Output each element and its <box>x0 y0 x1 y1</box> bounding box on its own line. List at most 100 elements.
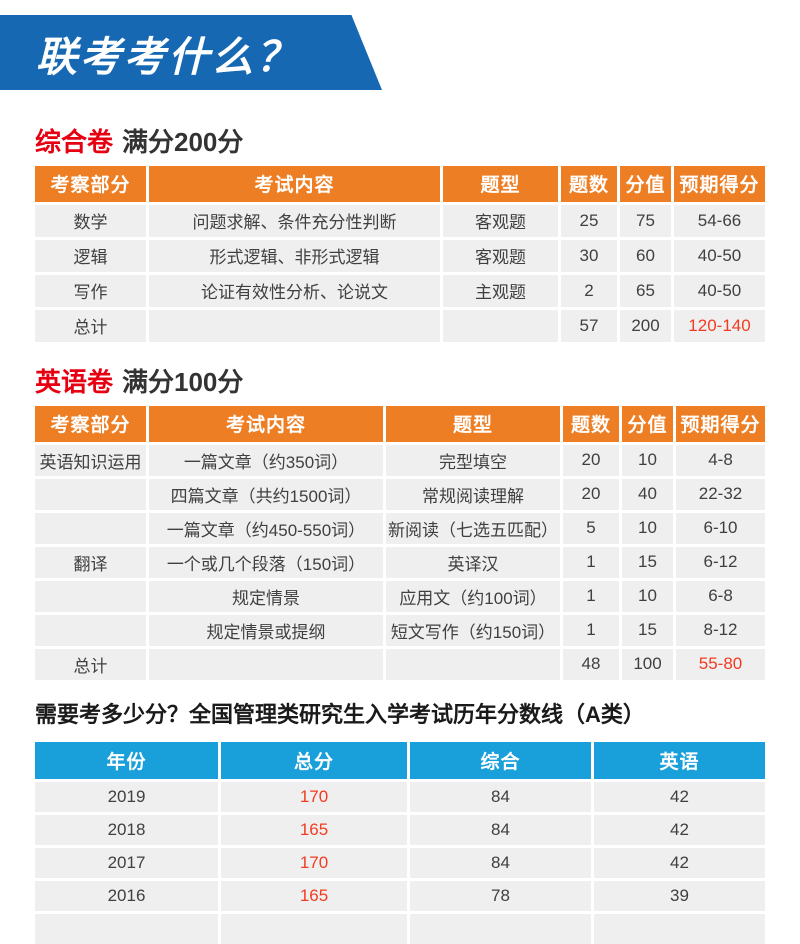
table-cell: 75 <box>620 204 671 237</box>
table-cell: 8-12 <box>676 614 765 646</box>
table-cell <box>35 614 146 646</box>
table-cell <box>35 478 146 510</box>
table-cell: 10 <box>622 580 673 612</box>
section-title-full-score: 满分100分 <box>122 366 244 397</box>
table-cell <box>35 512 146 544</box>
table-cell: 10 <box>622 512 673 544</box>
table-cell: 165 <box>221 815 407 846</box>
table-cell: 2 <box>561 274 617 307</box>
table-cell: 22-32 <box>676 478 765 510</box>
table-cell: 20 <box>563 444 619 476</box>
table-cell: 39 <box>594 881 765 912</box>
table-cell: 65 <box>620 274 671 307</box>
column-header: 分值 <box>622 405 673 442</box>
table-cell: 应用文（约100词） <box>386 580 560 612</box>
score-lines-title: 需要考多少分？全国管理类研究生入学考试历年分数线（A类） <box>35 701 645 727</box>
table-cell: 54-66 <box>674 204 765 237</box>
table-cell: 57 <box>561 309 617 342</box>
table-cell: 完型填空 <box>386 444 560 476</box>
table-cell: 1 <box>563 614 619 646</box>
table-cell: 四篇文章（共约1500词） <box>149 478 383 510</box>
table-cell: 42 <box>594 782 765 813</box>
page-title: 联考考什么？ <box>36 33 300 80</box>
column-header: 考试内容 <box>149 405 383 442</box>
table-cell: 30 <box>561 239 617 272</box>
table-cell: 4-8 <box>676 444 765 476</box>
table-cell: 40 <box>622 478 673 510</box>
column-header: 年份 <box>35 742 218 780</box>
table-cell: 翻译 <box>35 546 146 578</box>
table-cell: 规定情景 <box>149 580 383 612</box>
english-exam-table: 考察部分 考试内容 题型 题数 分值 预期得分 英语知识运用 一篇文章（约350词） 完型填空 2… <box>35 405 765 680</box>
section-comprehensive: 综合卷 满分200分 考察部分 考试内容 题型 题数 分值 预期得分数学 问题求解、条件充分性… <box>35 127 765 342</box>
table-cell <box>386 648 560 680</box>
table-cell: 120-140 <box>674 309 765 342</box>
column-header: 题数 <box>563 405 619 442</box>
table-cell: 84 <box>410 848 591 879</box>
table-cell: 84 <box>410 815 591 846</box>
table-cell: 55-80 <box>676 648 765 680</box>
table-cell: 6-12 <box>676 546 765 578</box>
table-cell: 25 <box>561 204 617 237</box>
table-cell: 一篇文章（约350词） <box>149 444 383 476</box>
table-cell <box>149 648 383 680</box>
table-cell: 2018 <box>35 815 218 846</box>
table-cell <box>149 309 440 342</box>
table-cell: 规定情景或提纲 <box>149 614 383 646</box>
table-cell: 5 <box>563 512 619 544</box>
column-header: 考察部分 <box>35 405 146 442</box>
comprehensive-section-title: 综合卷 满分200分 <box>35 127 765 158</box>
table-cell: 15 <box>622 546 673 578</box>
table-cell: 42 <box>594 848 765 879</box>
column-header: 题型 <box>443 165 558 202</box>
table-cell: 形式逻辑、非形式逻辑 <box>149 239 440 272</box>
table-cell: 论证有效性分析、论说文 <box>149 274 440 307</box>
table-cell: 84 <box>410 782 591 813</box>
section-title-full-score: 满分200分 <box>122 127 244 157</box>
english-section-title: 英语卷 满分100分 <box>35 366 765 398</box>
table-cell <box>443 309 558 342</box>
column-header: 综合 <box>410 742 591 780</box>
section-english: 英语卷 满分100分 考察部分 考试内容 题型 题数 分值 预期得分 英语知识运用 一篇文章（约… <box>35 366 765 680</box>
table-cell: 2019 <box>35 782 218 813</box>
table-cell <box>35 580 146 612</box>
column-header: 题数 <box>561 165 617 202</box>
table-cell: 1 <box>563 580 619 612</box>
table-cell: 1 <box>563 546 619 578</box>
table-cell: 英语知识运用 <box>35 444 146 476</box>
table-cell: 165 <box>221 881 407 912</box>
comprehensive-exam-table: 考察部分 考试内容 题型 题数 分值 预期得分 数学 问题求解、条件充分性判断 客观题 25 75 5… <box>35 165 765 342</box>
column-header: 考察部分 <box>35 165 146 202</box>
banner: 联考考什么？ <box>0 15 382 90</box>
table-cell: 40-50 <box>674 274 765 307</box>
table-cell: 常规阅读理解 <box>386 478 560 510</box>
table-cell: 6-8 <box>676 580 765 612</box>
table-cell: 6-10 <box>676 512 765 544</box>
table-cell: 20 <box>563 478 619 510</box>
column-header: 分值 <box>620 165 671 202</box>
column-header: 考试内容 <box>149 165 440 202</box>
table-cell: 新阅读（七选五匹配） <box>386 512 560 544</box>
table-cell: 客观题 <box>443 239 558 272</box>
table-cell: 200 <box>620 309 671 342</box>
table-cell: 15 <box>622 614 673 646</box>
table-cell: 一篇文章（约450-550词） <box>149 512 383 544</box>
column-header: 预期得分 <box>674 165 765 202</box>
column-header: 题型 <box>386 405 560 442</box>
section-title-paper-name: 英语卷 <box>35 366 114 397</box>
table-cell: 48 <box>563 648 619 680</box>
table-cell: 42 <box>594 815 765 846</box>
table-cell: 78 <box>410 881 591 912</box>
table-cell: 一个或几个段落（150词） <box>149 546 383 578</box>
section-score-lines: 需要考多少分？全国管理类研究生入学考试历年分数线（A类） 年份 总分 综合 英语 201… <box>35 702 765 944</box>
table-cell: 2017 <box>35 848 218 879</box>
table-cell: 短文写作（约150词） <box>386 614 560 646</box>
table-cell: 数学 <box>35 204 146 237</box>
table-cell: 总计 <box>35 309 146 342</box>
table-cell: 写作 <box>35 274 146 307</box>
section-title-paper-name: 综合卷 <box>35 127 114 157</box>
table-cell: 170 <box>221 782 407 813</box>
table-cell: 40-50 <box>674 239 765 272</box>
table-cell: 问题求解、条件充分性判断 <box>149 204 440 237</box>
column-header: 英语 <box>594 742 765 780</box>
